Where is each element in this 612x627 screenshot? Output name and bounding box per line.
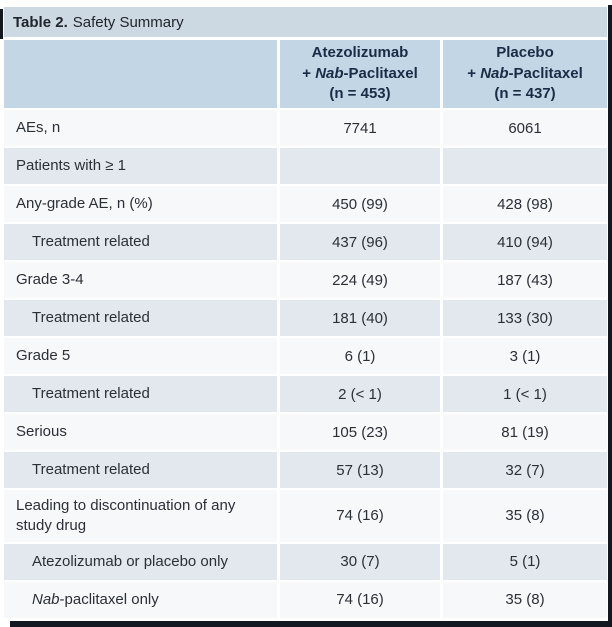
row-label: Grade 5 [4,338,277,374]
header-empty-cell [4,40,277,108]
combo-post: -Paclitaxel [508,64,583,82]
table-row: Nab -paclitaxel only 74 (16) 35 (8) [4,581,607,620]
row-value-placebo: 32 (7) [440,452,607,488]
row-label: Serious [4,414,277,450]
row-value-atezolizumab: 74 (16) [277,581,440,618]
column-header-drug: Atezolizumab [311,43,409,61]
row-label: Patients with ≥ 1 [4,148,277,184]
row-label: Leading to discontinuation of any study … [4,490,277,542]
row-label: Atezolizumab or placebo only [4,544,277,580]
combo-post: -Paclitaxel [343,64,418,82]
row-label: Any-grade AE, n (%) [4,186,277,222]
page-edge-mark [0,9,3,39]
table-title: Table 2. Safety Summary [4,7,607,37]
page-edge-right [608,5,612,627]
row-value-atezolizumab: 6 (1) [277,338,440,374]
page-edge-bottom [10,621,612,627]
row-label-text: Grade 3-4 [16,271,84,289]
row-label: Nab -paclitaxel only [4,582,277,618]
column-header-n: (n = 437) [494,85,556,103]
row-value-placebo: 3 (1) [440,338,607,374]
row-value-placebo: 410 (94) [440,224,607,260]
row-label-text: Serious [16,423,67,441]
row-label: Treatment related [4,452,277,488]
row-label-text: AEs, n [16,119,61,137]
table-section-row: Patients with ≥ 1 [4,148,607,186]
combo-italic: Nab [480,64,509,82]
row-value-atezolizumab: 57 (13) [277,452,440,488]
column-header-drug: Placebo [496,43,554,61]
table-header-row: Atezolizumab + Nab-Paclitaxel (n = 453) … [4,40,607,108]
table-row: Treatment related 181 (40) 133 (30) [4,300,607,338]
table-row: Serious 105 (23) 81 (19) [4,414,607,452]
row-label-text: Leading to discontinuation of any study … [16,497,236,534]
combo-pre: + [302,64,316,82]
safety-summary-table: Table 2. Safety Summary Atezolizumab + N… [4,7,607,620]
row-value-placebo: 1 (< 1) [440,376,607,412]
row-value-placebo: 35 (8) [440,490,607,542]
row-value-placebo: 81 (19) [440,414,607,450]
row-label: Treatment related [4,376,277,412]
row-value-atezolizumab: 74 (16) [277,490,440,542]
row-value-atezolizumab: 2 (< 1) [277,376,440,412]
table-row: Any-grade AE, n (%) 450 (99) 428 (98) [4,186,607,224]
table-row: Treatment related 2 (< 1) 1 (< 1) [4,376,607,414]
column-header-combo: + Nab-Paclitaxel [467,64,583,85]
row-value-placebo: 187 (43) [440,262,607,298]
row-label-text: Treatment related [32,461,150,479]
column-header-combo: + Nab-Paclitaxel [302,64,418,85]
row-label-text: Treatment related [32,309,150,327]
table-row: Treatment related 57 (13) 32 (7) [4,452,607,490]
column-header-n: (n = 453) [329,85,391,103]
row-label-text: Nab [32,590,60,608]
row-value-placebo: 428 (98) [440,186,607,222]
row-value-atezolizumab: 7741 [277,110,440,146]
table-row: Treatment related 437 (96) 410 (94) [4,224,607,262]
row-label: Grade 3-4 [4,262,277,298]
row-value-placebo: 35 (8) [440,581,607,618]
row-value-atezolizumab: 181 (40) [277,300,440,336]
row-value-atezolizumab: 437 (96) [277,224,440,260]
row-value-atezolizumab: 105 (23) [277,414,440,450]
table-title-text: Safety Summary [72,13,184,31]
row-value-placebo: 6061 [440,110,607,146]
row-value-atezolizumab: 450 (99) [277,186,440,222]
row-label-text: Treatment related [32,385,150,403]
row-label: AEs, n [4,110,277,146]
row-value-atezolizumab [277,148,440,184]
combo-italic: Nab [315,64,344,82]
row-label-text: Atezolizumab or placebo only [32,552,228,570]
table-row: Grade 5 6 (1) 3 (1) [4,338,607,376]
row-label-text: Patients with ≥ 1 [16,157,126,175]
table-row: Grade 3-4 224 (49) 187 (43) [4,262,607,300]
table-row: Atezolizumab or placebo only 30 (7) 5 (1… [4,543,607,582]
row-label: Treatment related [4,224,277,260]
combo-pre: + [467,64,481,82]
row-value-placebo: 5 (1) [440,543,607,580]
row-label-text: Grade 5 [16,347,71,365]
row-value-atezolizumab: 224 (49) [277,262,440,298]
table-number-label: Table 2. [13,13,68,31]
row-value-placebo [440,148,607,184]
row-label-text: Any-grade AE, n (%) [16,195,153,213]
row-value-atezolizumab: 30 (7) [277,543,440,580]
row-label-text: -paclitaxel only [59,590,159,608]
column-header-atezolizumab: Atezolizumab + Nab-Paclitaxel (n = 453) [277,40,440,108]
column-header-placebo: Placebo + Nab-Paclitaxel (n = 437) [440,40,607,108]
row-value-placebo: 133 (30) [440,300,607,336]
row-label-text: Treatment related [32,233,150,251]
table-row: Leading to discontinuation of any study … [4,490,607,544]
row-label: Treatment related [4,300,277,336]
table-body: AEs, n 7741 6061 Patients with ≥ 1 Any-g… [4,110,607,620]
table-row: AEs, n 7741 6061 [4,110,607,148]
